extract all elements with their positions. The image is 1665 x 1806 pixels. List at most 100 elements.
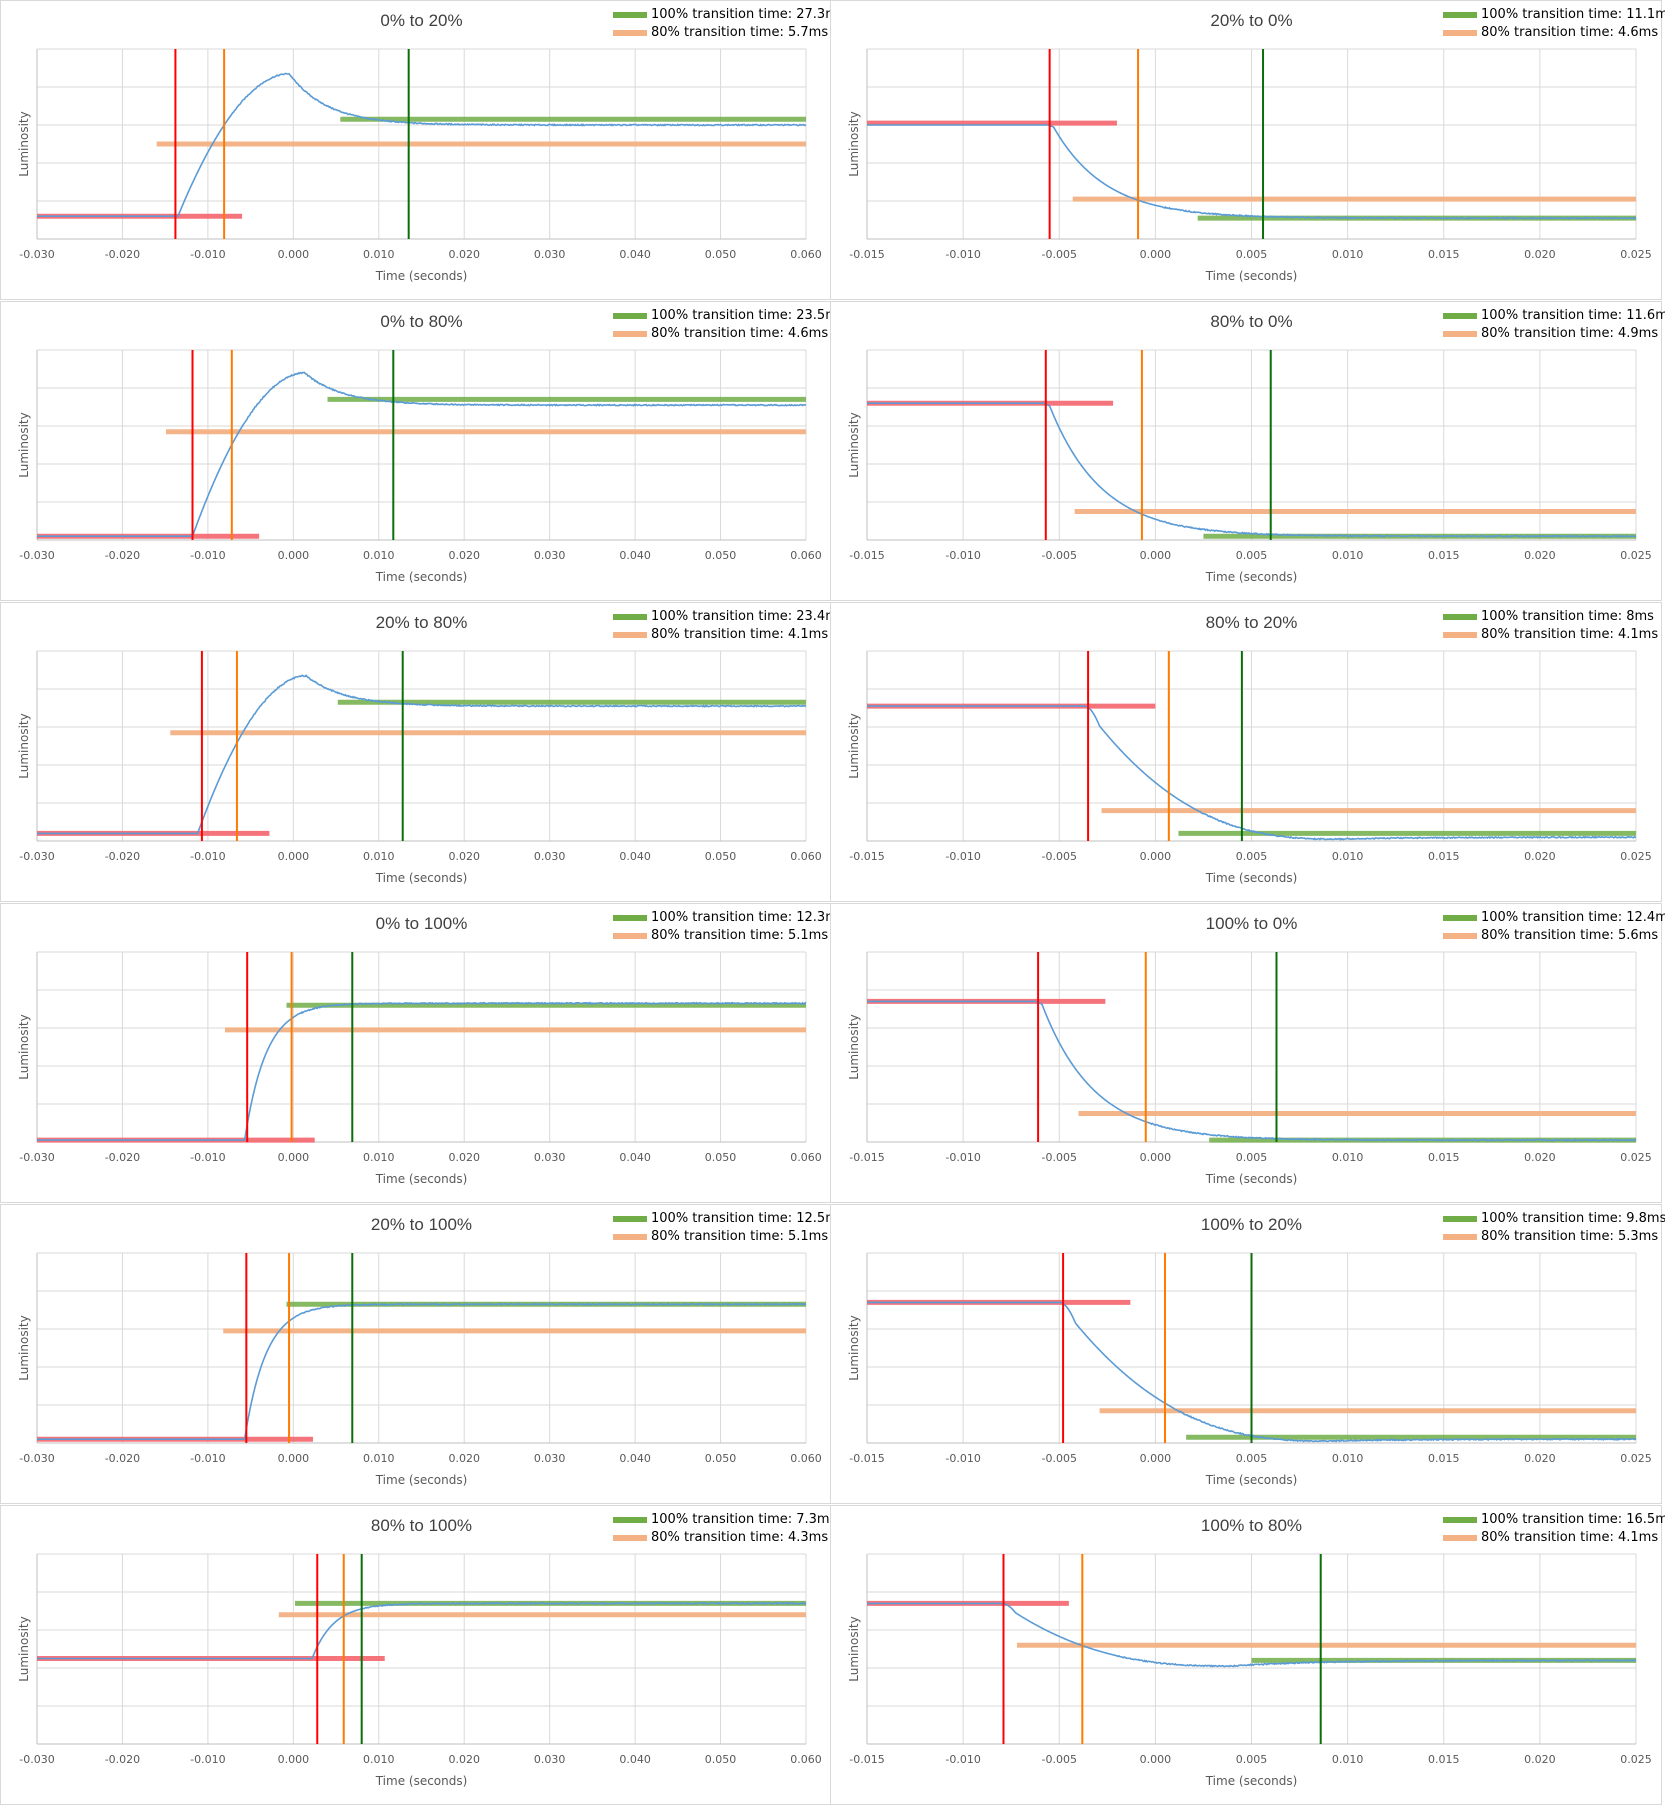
x-axis-title: Time (seconds): [375, 1473, 468, 1487]
x-tick-label: 0.025: [1620, 1753, 1652, 1766]
legend-entry: 80% transition time: 4.1ms: [613, 626, 845, 644]
x-tick-label: 0.010: [1332, 1753, 1364, 1766]
x-tick-label: 0.030: [534, 1452, 566, 1465]
legend-label: 100% transition time: 8ms: [1481, 609, 1654, 624]
x-axis-title: Time (seconds): [1205, 1473, 1298, 1487]
x-tick-label: -0.010: [945, 1753, 980, 1766]
chart-title: 20% to 0%: [1210, 11, 1293, 30]
x-tick-label: 0.020: [1524, 1753, 1556, 1766]
legend-swatch: [1443, 313, 1477, 319]
legend-swatch: [613, 632, 647, 638]
chart-plot-svg: -0.030 -0.020 -0.010 0.000 0.010 0.020 0.030 0.…: [17, 1553, 822, 1788]
chart-panel: 80% to 20% 100% transition time: 8ms 80% t…: [830, 602, 1662, 902]
x-tick-label: -0.020: [105, 1753, 140, 1766]
x-tick-label: -0.005: [1042, 1452, 1077, 1465]
legend-swatch: [613, 313, 647, 319]
x-tick-label: 0.030: [534, 850, 566, 863]
chart-panel: 0% to 20% 100% transition time: 27.3ms 80%…: [0, 0, 845, 300]
chart-title: 0% to 80%: [380, 312, 463, 331]
x-tick-label: 0.020: [448, 248, 480, 261]
legend-entry: 80% transition time: 4.9ms: [1443, 325, 1665, 343]
response-curve: [37, 674, 807, 835]
legend-label: 100% transition time: 11.1ms: [1481, 7, 1665, 22]
x-tick-label: 0.015: [1428, 248, 1460, 261]
legend-label: 80% transition time: 4.6ms: [1481, 25, 1659, 40]
x-tick-label: -0.005: [1042, 549, 1077, 562]
y-axis-title: Luminosity: [17, 1616, 31, 1681]
x-tick-label: 0.020: [1524, 1151, 1556, 1164]
x-tick-label: -0.015: [849, 1452, 884, 1465]
legend-entry: 80% transition time: 4.6ms: [1443, 24, 1665, 42]
legend-label: 80% transition time: 5.1ms: [651, 1229, 829, 1244]
chart-title: 100% to 20%: [1200, 1215, 1303, 1234]
legend-swatch: [613, 1517, 647, 1523]
y-axis-title: Luminosity: [17, 111, 31, 176]
legend-entry: 80% transition time: 5.1ms: [613, 927, 845, 945]
x-tick-label: -0.010: [945, 1151, 980, 1164]
legend-label: 80% transition time: 4.1ms: [1481, 1530, 1659, 1545]
response-curve: [867, 124, 1637, 220]
response-curve: [867, 1602, 1637, 1668]
x-tick-label: 0.000: [1140, 850, 1172, 863]
chart-panel: 20% to 0% 100% transition time: 11.1ms 80%…: [830, 0, 1665, 300]
legend-label: 100% transition time: 23.5ms: [651, 308, 845, 323]
x-tick-label: -0.015: [849, 1753, 884, 1766]
legend-label: 80% transition time: 4.1ms: [1481, 627, 1659, 642]
x-tick-label: -0.010: [190, 248, 225, 261]
legend-label: 100% transition time: 11.6ms: [1481, 308, 1665, 323]
chart-legend: 100% transition time: 27.3ms 80% transiti…: [613, 6, 845, 42]
legend-label: 100% transition time: 12.4ms: [1481, 910, 1665, 925]
x-tick-label: 0.000: [278, 1452, 310, 1465]
y-axis-title: Luminosity: [17, 1014, 31, 1079]
chart-plot-svg: -0.015 -0.010 -0.005 0.000 0.005 0.010 0.015 0.…: [847, 1252, 1652, 1487]
x-tick-label: 0.000: [278, 248, 310, 261]
legend-swatch: [613, 1234, 647, 1240]
legend-entry: 80% transition time: 4.1ms: [1443, 1529, 1665, 1547]
chart-plot-svg: -0.030 -0.020 -0.010 0.000 0.010 0.020 0.030 0.…: [17, 650, 822, 885]
x-tick-label: 0.005: [1236, 1452, 1268, 1465]
legend-label: 80% transition time: 5.1ms: [651, 928, 829, 943]
chart-plot-svg: -0.015 -0.010 -0.005 0.000 0.005 0.010 0.015 0.…: [847, 48, 1652, 283]
x-tick-label: 0.040: [619, 1753, 651, 1766]
legend-label: 80% transition time: 5.6ms: [1481, 928, 1659, 943]
x-tick-label: -0.010: [190, 549, 225, 562]
x-tick-label: -0.020: [105, 1452, 140, 1465]
x-tick-label: -0.005: [1042, 248, 1077, 261]
x-tick-label: 0.050: [705, 1753, 737, 1766]
x-tick-label: 0.060: [790, 1151, 822, 1164]
chart-plot-svg: -0.030 -0.020 -0.010 0.000 0.010 0.020 0.030 0.…: [17, 48, 822, 283]
chart-legend: 100% transition time: 23.5ms 80% transiti…: [613, 307, 845, 343]
legend-entry: 100% transition time: 27.3ms: [613, 6, 845, 24]
chart-plot-svg: -0.015 -0.010 -0.005 0.000 0.005 0.010 0.015 0.…: [847, 650, 1652, 885]
x-tick-label: 0.010: [363, 1753, 395, 1766]
response-curve: [867, 705, 1637, 841]
legend-swatch: [613, 915, 647, 921]
y-axis-title: Luminosity: [847, 1315, 861, 1380]
legend-entry: 100% transition time: 23.5ms: [613, 307, 845, 325]
legend-label: 100% transition time: 12.5ms: [651, 1211, 845, 1226]
legend-swatch: [1443, 1216, 1477, 1222]
x-tick-label: 0.000: [1140, 549, 1172, 562]
legend-swatch: [1443, 632, 1477, 638]
x-tick-label: 0.000: [1140, 1151, 1172, 1164]
x-tick-label: -0.010: [945, 1452, 980, 1465]
legend-label: 100% transition time: 27.3ms: [651, 7, 845, 22]
x-axis-title: Time (seconds): [375, 1774, 468, 1788]
x-tick-label: 0.000: [278, 1753, 310, 1766]
x-tick-label: -0.005: [1042, 1151, 1077, 1164]
legend-label: 80% transition time: 4.9ms: [1481, 326, 1659, 341]
x-tick-label: -0.020: [105, 1151, 140, 1164]
x-tick-label: 0.025: [1620, 1151, 1652, 1164]
chart-panel: 20% to 80% 100% transition time: 23.4ms 80…: [0, 602, 845, 902]
x-tick-label: 0.020: [448, 1151, 480, 1164]
chart-title: 20% to 100%: [370, 1215, 473, 1234]
legend-swatch: [1443, 614, 1477, 620]
x-tick-label: -0.005: [1042, 850, 1077, 863]
legend-label: 100% transition time: 23.4ms: [651, 609, 845, 624]
response-curve: [37, 1302, 807, 1440]
legend-entry: 80% transition time: 4.1ms: [1443, 626, 1658, 644]
chart-legend: 100% transition time: 12.4ms 80% transiti…: [1443, 909, 1665, 945]
chart-legend: 100% transition time: 23.4ms 80% transiti…: [613, 608, 845, 644]
x-tick-label: 0.020: [1524, 549, 1556, 562]
